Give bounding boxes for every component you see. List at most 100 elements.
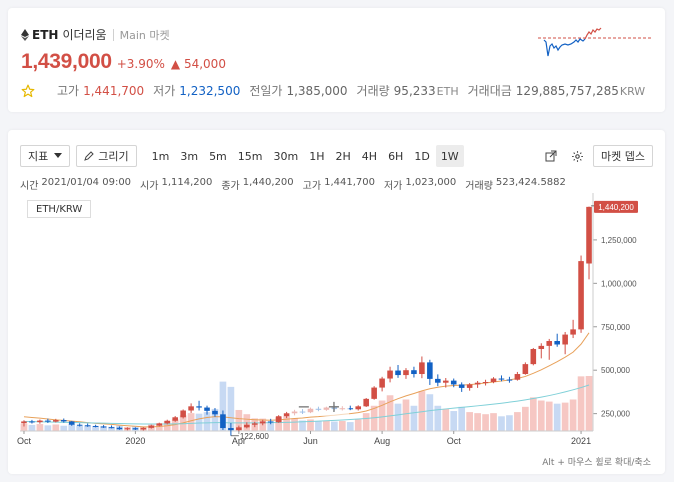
candle-body [419, 362, 425, 375]
x-tick-label: 2020 [125, 436, 145, 446]
volume-bar [100, 426, 107, 431]
period-1h[interactable]: 1H [309, 149, 325, 163]
period-1m[interactable]: 1m [151, 149, 170, 163]
volume-bar [68, 423, 76, 431]
zoom-controls: − + [291, 397, 349, 416]
candle-body [554, 341, 560, 345]
volume-bar [561, 402, 569, 431]
mini-price-chart [538, 27, 653, 57]
candle-body [474, 382, 481, 385]
volume-bar [52, 424, 60, 431]
volume-bar [498, 416, 505, 431]
prev-stat: 전일가 1,385,000 [249, 82, 347, 99]
stats-row: 고가 1,441,700 저가 1,232,500 전일가 1,385,000 … [21, 82, 654, 99]
ohlc-time-value: 2021/01/04 09:00 [41, 177, 132, 188]
candle-body [498, 378, 505, 380]
volume-bar [442, 408, 450, 431]
volume-bar [44, 425, 52, 431]
candle-body [68, 421, 75, 425]
popout-button[interactable] [541, 145, 561, 167]
zoom-controls-bg [291, 398, 349, 416]
volume-bar [506, 415, 513, 431]
star-icon[interactable] [21, 84, 35, 98]
candle-body [482, 382, 489, 384]
x-tick-label: Oct [17, 436, 32, 446]
volume-unit: ETH [436, 85, 459, 98]
candle-body [84, 425, 91, 427]
volume-bar [569, 399, 577, 431]
period-6h[interactable]: 6H [388, 149, 404, 163]
x-tick-label: Aug [374, 436, 390, 446]
candle-body [546, 341, 553, 346]
volume-bar [338, 421, 346, 431]
x-tick-label: Apr [232, 436, 246, 446]
market-label: Main 마켓 [119, 28, 170, 42]
candle-body [164, 420, 171, 424]
volume-bar [195, 413, 203, 431]
caret-down-icon [54, 153, 63, 158]
draw-button[interactable]: 그리기 [76, 145, 137, 167]
ohlc-close-label: 종가 [221, 181, 240, 192]
period-5m[interactable]: 5m [209, 149, 227, 163]
candle-body [506, 379, 513, 381]
x-tick-label: Jun [303, 436, 318, 446]
amount-value: 129,885,757,285 [515, 84, 619, 98]
candlestick-chart[interactable]: 250,000 500,000 750,000 1,000,000 1,250,000 O… [8, 188, 665, 458]
volume-bar [553, 403, 561, 431]
period-2h[interactable]: 2H [335, 149, 351, 163]
candle-body [562, 334, 568, 345]
low-marker-label: 122,600 [240, 432, 269, 441]
prev-value: 1,385,000 [286, 84, 348, 98]
candle-body [60, 420, 67, 422]
candle-body [108, 427, 115, 429]
volume-bar [474, 413, 481, 431]
x-tick-label: 2021 [571, 436, 591, 446]
price-row: 1,439,000 +3.90% ▲ 54,000 [21, 50, 226, 74]
settings-button[interactable] [567, 145, 587, 167]
high-label: 고가 [57, 84, 80, 98]
volume-bar [466, 412, 473, 431]
chart-panel: 지표 그리기 1m 3m 5m 15m 30m 1H 2H 4H 6H 1D 1… [8, 130, 665, 474]
candle-body [347, 408, 354, 410]
candle-body [466, 384, 473, 388]
moving-average-line [23, 384, 590, 425]
candle-body [259, 421, 266, 424]
volume-bar [76, 425, 84, 431]
volume-bar [20, 423, 28, 431]
candle-body [140, 427, 147, 430]
y-tick-label: 500,000 [601, 366, 630, 375]
mini-chart-line-red [584, 27, 602, 40]
ohlc-low-label: 저가 [383, 181, 403, 192]
volume-bar [28, 424, 36, 431]
volume-bar [434, 405, 442, 431]
volume-bar [362, 413, 370, 431]
ohlc-open-label: 시가 [140, 181, 159, 192]
candle-body [275, 416, 282, 423]
volume-bar [410, 405, 418, 431]
volume-bar [203, 412, 211, 431]
market-depth-label: 마켓 뎁스 [601, 150, 645, 163]
candle-body [172, 417, 178, 421]
volume-bar [36, 424, 44, 431]
period-30m[interactable]: 30m [273, 149, 299, 163]
volume-bar [394, 403, 402, 431]
volume-bar [418, 391, 426, 431]
period-4h[interactable]: 4H [361, 149, 378, 163]
candle-body [490, 378, 497, 383]
market-depth-button[interactable]: 마켓 뎁스 [593, 145, 653, 167]
volume-bar [346, 422, 354, 431]
period-1d[interactable]: 1D [414, 149, 430, 163]
period-3m[interactable]: 3m [180, 149, 199, 163]
y-tick-label: 1,250,000 [601, 236, 637, 245]
zoom-out-button[interactable]: − [297, 397, 310, 416]
candle-body [251, 423, 258, 425]
period-1w[interactable]: 1W [435, 145, 464, 167]
indicator-dropdown[interactable]: 지표 [20, 145, 71, 167]
zoom-in-button[interactable]: + [327, 397, 340, 416]
volume-label: 거래량 [356, 84, 390, 98]
period-15m[interactable]: 15m [237, 149, 263, 163]
candle-body [148, 425, 155, 428]
ohlc-low-value: 1,023,000 [405, 177, 457, 188]
volume-bar [283, 416, 290, 431]
ohlc-close-value: 1,440,200 [242, 177, 294, 188]
